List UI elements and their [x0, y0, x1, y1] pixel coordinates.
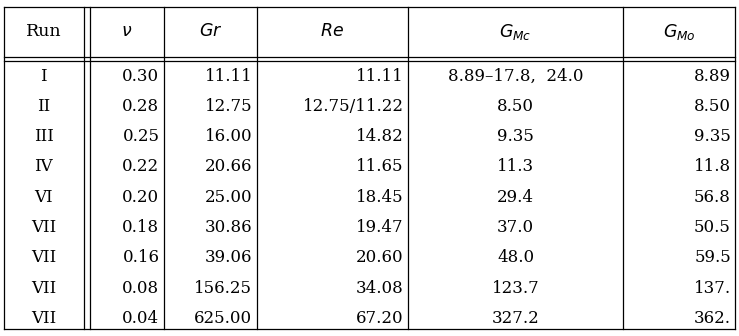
Text: 48.0: 48.0	[497, 249, 534, 266]
Text: 39.06: 39.06	[205, 249, 252, 266]
Text: 0.22: 0.22	[123, 158, 160, 175]
Text: 9.35: 9.35	[694, 128, 731, 145]
Text: 0.04: 0.04	[123, 310, 160, 327]
Text: VII: VII	[31, 280, 56, 297]
Text: 0.16: 0.16	[123, 249, 160, 266]
Text: 30.86: 30.86	[205, 219, 252, 236]
Text: 137.: 137.	[694, 280, 731, 297]
Text: 20.60: 20.60	[356, 249, 403, 266]
Text: VII: VII	[31, 310, 56, 327]
Text: 11.3: 11.3	[497, 158, 534, 175]
Text: 20.66: 20.66	[205, 158, 252, 175]
Text: 8.50: 8.50	[497, 98, 534, 115]
Text: I: I	[41, 68, 47, 85]
Text: 327.2: 327.2	[491, 310, 539, 327]
Text: 8.50: 8.50	[694, 98, 731, 115]
Text: VI: VI	[35, 189, 53, 206]
Text: VII: VII	[31, 249, 56, 266]
Text: $Re$: $Re$	[321, 23, 344, 40]
Text: III: III	[34, 128, 54, 145]
Text: 0.30: 0.30	[123, 68, 160, 85]
Text: 29.4: 29.4	[497, 189, 534, 206]
Text: $\nu$: $\nu$	[121, 23, 132, 40]
Text: 11.8: 11.8	[694, 158, 731, 175]
Text: 50.5: 50.5	[694, 219, 731, 236]
Text: 362.: 362.	[694, 310, 731, 327]
Text: 12.75/11.22: 12.75/11.22	[303, 98, 403, 115]
Text: 11.65: 11.65	[356, 158, 403, 175]
Text: 18.45: 18.45	[356, 189, 403, 206]
Text: 19.47: 19.47	[356, 219, 403, 236]
Text: 8.89–17.8,  24.0: 8.89–17.8, 24.0	[448, 68, 583, 85]
Text: 0.25: 0.25	[123, 128, 160, 145]
Text: 25.00: 25.00	[205, 189, 252, 206]
Text: IV: IV	[35, 158, 53, 175]
Text: 37.0: 37.0	[497, 219, 534, 236]
Text: 34.08: 34.08	[356, 280, 403, 297]
Text: 56.8: 56.8	[694, 189, 731, 206]
Text: 12.75: 12.75	[205, 98, 252, 115]
Text: 16.00: 16.00	[205, 128, 252, 145]
Text: 14.82: 14.82	[356, 128, 403, 145]
Text: 0.28: 0.28	[123, 98, 160, 115]
Text: 156.25: 156.25	[194, 280, 252, 297]
Text: 11.11: 11.11	[205, 68, 252, 85]
Text: $G_{Mc}$: $G_{Mc}$	[500, 22, 532, 42]
Text: $G_{Mo}$: $G_{Mo}$	[663, 22, 695, 42]
Text: 625.00: 625.00	[194, 310, 252, 327]
Text: 8.89: 8.89	[694, 68, 731, 85]
Text: 0.18: 0.18	[123, 219, 160, 236]
Text: 67.20: 67.20	[356, 310, 403, 327]
Text: 9.35: 9.35	[497, 128, 534, 145]
Text: 11.11: 11.11	[356, 68, 403, 85]
Text: 0.20: 0.20	[123, 189, 160, 206]
Text: 123.7: 123.7	[491, 280, 539, 297]
Text: 59.5: 59.5	[694, 249, 731, 266]
Text: $Gr$: $Gr$	[199, 23, 222, 40]
Text: Run: Run	[26, 23, 61, 40]
Text: II: II	[37, 98, 50, 115]
Text: VII: VII	[31, 219, 56, 236]
Text: 0.08: 0.08	[123, 280, 160, 297]
